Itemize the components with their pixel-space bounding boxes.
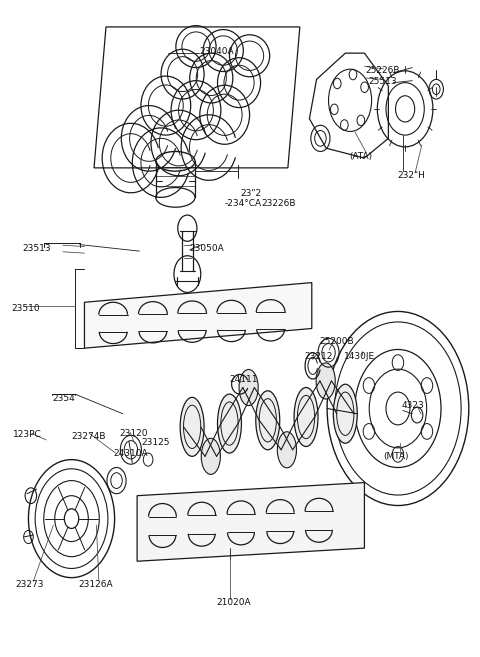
Polygon shape: [84, 283, 312, 348]
Ellipse shape: [180, 397, 204, 457]
Ellipse shape: [239, 369, 258, 405]
Text: 23226B: 23226B: [261, 200, 296, 208]
Text: 23050A: 23050A: [190, 244, 225, 253]
Text: (ATA): (ATA): [349, 152, 372, 161]
Text: 123PC: 123PC: [12, 430, 41, 440]
Text: 23273: 23273: [15, 579, 44, 589]
Ellipse shape: [333, 384, 357, 443]
Text: 25200B: 25200B: [319, 337, 354, 346]
Text: 23040A: 23040A: [199, 47, 234, 56]
Text: 1430JE: 1430JE: [344, 351, 375, 361]
Text: 23120: 23120: [120, 429, 148, 438]
Ellipse shape: [294, 388, 318, 447]
Ellipse shape: [256, 391, 280, 450]
Text: 24111: 24111: [229, 375, 257, 384]
Text: 2354: 2354: [52, 394, 75, 403]
Text: 21020A: 21020A: [216, 598, 251, 607]
Ellipse shape: [316, 363, 335, 399]
Text: (MTA): (MTA): [384, 453, 409, 461]
Text: 24310A: 24310A: [113, 449, 148, 457]
Text: 25513: 25513: [368, 78, 397, 87]
Text: 23"2: 23"2: [240, 189, 261, 198]
Text: 23126A: 23126A: [78, 579, 113, 589]
Ellipse shape: [201, 438, 220, 474]
Text: 23274B: 23274B: [72, 432, 106, 441]
Text: 4323: 4323: [402, 401, 424, 411]
Text: 23513: 23513: [22, 244, 51, 253]
Text: 23212: 23212: [305, 351, 333, 361]
Text: -234°CA: -234°CA: [225, 200, 262, 208]
Text: 232"H: 232"H: [397, 171, 425, 180]
Text: 25226B: 25226B: [365, 66, 400, 76]
Text: 23510: 23510: [11, 304, 40, 313]
Ellipse shape: [217, 394, 241, 453]
Text: 23125: 23125: [141, 438, 169, 447]
Ellipse shape: [277, 432, 297, 468]
Polygon shape: [137, 483, 364, 561]
